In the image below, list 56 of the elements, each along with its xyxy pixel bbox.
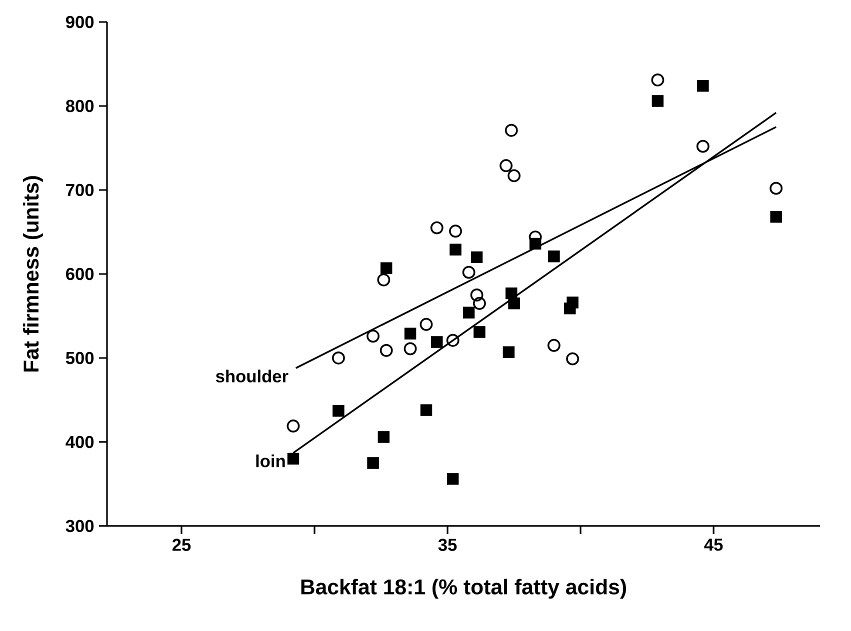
point: [404, 342, 417, 356]
y-axis-title: Fat firmness (units): [23, 176, 43, 372]
point: [472, 296, 486, 310]
point: [367, 457, 379, 469]
point: [449, 224, 462, 238]
point: [697, 80, 709, 92]
y-tick-label: 900: [66, 16, 94, 28]
point: [287, 452, 300, 465]
point: [446, 473, 459, 485]
series-label: loin: [256, 454, 285, 468]
point: [380, 262, 392, 274]
point: [508, 169, 521, 182]
point: [566, 352, 580, 366]
point: [404, 328, 416, 340]
y-tick-label: 400: [66, 436, 94, 448]
point: [286, 420, 300, 432]
point: [502, 346, 515, 358]
point: [529, 238, 542, 250]
point: [470, 251, 483, 264]
y-tick-label: 600: [66, 268, 94, 280]
point: [332, 405, 344, 417]
x-tick-label: 25: [172, 538, 191, 551]
point: [462, 306, 475, 318]
y-tick-label: 700: [66, 184, 94, 196]
point: [547, 338, 560, 352]
point: [504, 124, 518, 137]
y-tick-label: 300: [66, 520, 94, 532]
point: [446, 334, 460, 347]
point: [462, 266, 476, 279]
point: [332, 352, 345, 364]
point: [377, 273, 390, 286]
x-axis-title: Backfat 18:1 (% total fatty acids): [301, 578, 626, 599]
point: [380, 344, 393, 357]
point: [450, 244, 462, 256]
point: [548, 250, 560, 262]
point: [564, 302, 576, 314]
point: [474, 326, 486, 338]
x-tick-label: 35: [438, 538, 457, 551]
point: [770, 182, 783, 195]
x-tick-label: 45: [704, 538, 723, 551]
point: [508, 298, 520, 310]
point: [470, 288, 484, 302]
point: [366, 330, 380, 343]
point: [431, 336, 443, 348]
point: [651, 73, 664, 86]
y-tick-label: 800: [66, 100, 94, 112]
point: [430, 221, 444, 234]
point: [378, 431, 390, 443]
point: [500, 159, 513, 172]
point: [770, 211, 782, 223]
y-tick-label: 500: [66, 352, 94, 364]
point: [696, 140, 710, 153]
series-label: shoulder: [216, 370, 288, 382]
point: [420, 404, 432, 416]
point: [420, 318, 433, 331]
point: [652, 95, 664, 107]
